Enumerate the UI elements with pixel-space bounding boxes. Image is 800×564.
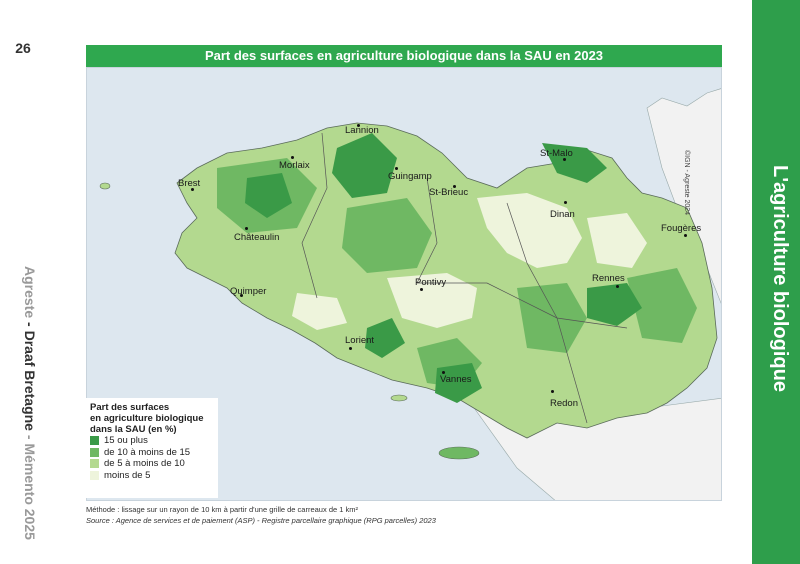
zone-dark-2: [245, 173, 292, 218]
zone-light-3: [587, 213, 647, 268]
brittany-map: [99, 88, 721, 500]
department-boundaries: [301, 132, 628, 424]
city-vannes: Vannes: [440, 374, 472, 385]
page-number: 26: [15, 40, 31, 56]
island-belle-ile: [438, 446, 480, 460]
legend-label: 15 ou plus: [104, 435, 148, 447]
city-dot-pontivy: [420, 288, 423, 291]
island-groix: [390, 394, 408, 402]
zone-medium-2: [342, 198, 432, 273]
city-guingamp: Guingamp: [388, 171, 432, 182]
zone-light-1: [477, 193, 582, 268]
legend-title-line1: Part des surfaces: [90, 402, 170, 413]
legend-swatch-under-5: [90, 470, 99, 480]
island-ouessant: [99, 182, 111, 190]
legend-label: moins de 5: [104, 469, 151, 481]
city-st-brieuc: St-Brieuc: [429, 187, 469, 198]
publisher-brand: Agreste: [22, 266, 38, 319]
zone-dark-1: [332, 133, 397, 198]
zone-dark-3: [587, 283, 642, 326]
legend-title-line2: en agriculture biologique: [90, 413, 204, 424]
city-dot-brest: [191, 188, 194, 191]
section-banner: [752, 0, 800, 564]
zone-dark-6: [542, 143, 607, 183]
publisher-separator: -: [22, 318, 38, 331]
city-dot-guingamp: [395, 167, 398, 170]
city-dot-chateaulin: [245, 227, 248, 230]
city-st-malo: St-Malo: [540, 148, 573, 159]
legend-item: moins de 5: [90, 470, 212, 482]
map-frame: Lannion Morlaix Guingamp St-Malo Brest S…: [86, 67, 722, 501]
city-redon: Redon: [550, 398, 578, 409]
publication-credit: Agreste - Draaf Bretagne - Mémento 2025: [16, 266, 38, 540]
city-brest: Brest: [178, 178, 201, 189]
city-dot-rennes: [616, 285, 619, 288]
method-note: Méthode : lissage sur un rayon de 10 km …: [86, 505, 358, 514]
zone-light-2: [387, 273, 477, 328]
city-dot-st-brieuc: [453, 185, 456, 188]
city-dot-lannion: [357, 124, 360, 127]
city-lorient: Lorient: [345, 335, 375, 346]
source-note: Source : Agence de services et de paieme…: [86, 516, 436, 525]
legend-swatch-10-15: [90, 447, 99, 457]
legend-title-line3: dans la SAU (en %): [90, 424, 177, 435]
city-dot-st-malo: [563, 158, 566, 161]
city-dot-morlaix: [291, 156, 294, 159]
legend-label: de 10 à moins de 15: [104, 446, 191, 458]
zone-dark-4: [435, 363, 482, 403]
map-legend: Part des surfaces en agriculture biologi…: [84, 398, 218, 498]
map-credit: ©IGN - Agreste 2024: [683, 150, 690, 216]
city-quimper: Quimper: [230, 286, 267, 297]
legend-label: de 5 à moins de 10: [104, 458, 185, 470]
map-title: Part des surfaces en agriculture biologi…: [86, 45, 722, 67]
legend-item: de 10 à moins de 15: [90, 447, 212, 459]
city-morlaix: Morlaix: [279, 160, 310, 171]
zone-light-4: [292, 293, 347, 330]
zone-medium-4: [627, 268, 697, 343]
city-chateaulin: Châteaulin: [234, 232, 280, 243]
city-rennes: Rennes: [592, 273, 625, 284]
city-dot-lorient: [349, 347, 352, 350]
publisher-org: Draaf Bretagne: [22, 330, 38, 431]
city-dot-dinan: [564, 201, 567, 204]
publisher-separator-2: -: [22, 430, 38, 444]
city-dot-redon: [551, 390, 554, 393]
publication-name: Mémento 2025: [22, 443, 38, 540]
zone-medium-3: [517, 283, 587, 353]
zone-dark-5: [365, 318, 405, 358]
legend-item: 15 ou plus: [90, 435, 212, 447]
city-fougeres: Fougères: [661, 223, 702, 234]
legend-item: de 5 à moins de 10: [90, 458, 212, 470]
city-dinan: Dinan: [550, 209, 575, 220]
city-pontivy: Pontivy: [415, 277, 447, 288]
city-dot-vannes: [442, 371, 445, 374]
section-title: L'agriculture biologique: [769, 165, 791, 392]
city-lannion: Lannion: [345, 125, 379, 136]
city-dot-quimper: [240, 294, 243, 297]
legend-swatch-15-plus: [90, 436, 99, 446]
legend-swatch-5-10: [90, 459, 99, 469]
city-dot-fougeres: [684, 234, 687, 237]
